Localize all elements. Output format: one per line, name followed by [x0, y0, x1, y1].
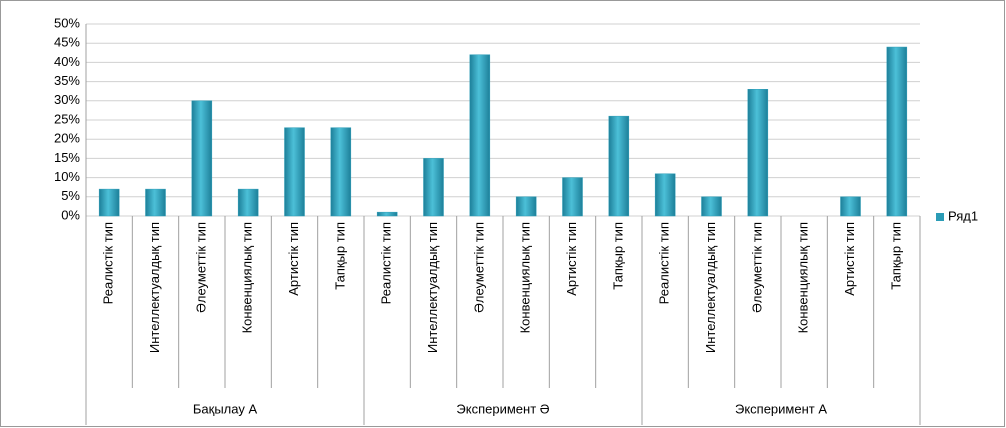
x-tick-label: Тапқыр тип [888, 222, 903, 290]
y-tick-label: 15% [54, 150, 80, 165]
x-tick-label: Интеллектуалдық тип [147, 222, 162, 353]
x-tick-label: Әлеуметтік тип [193, 222, 208, 313]
group-label: Бақылау А [193, 401, 258, 416]
bar [330, 127, 352, 217]
bar [145, 188, 166, 217]
y-tick-label: 25% [54, 111, 80, 126]
x-tick-label: Интеллектуалдық тип [703, 222, 718, 353]
x-tick-label: Реалистік тип [657, 222, 672, 304]
x-tick-label: Әлеуметтік тип [749, 222, 764, 313]
y-tick-label: 5% [61, 188, 80, 203]
x-tick-label: Әлеуметтік тип [471, 222, 486, 313]
y-tick-label: 30% [54, 92, 80, 107]
x-tick-label: Конвенциялық тип [240, 222, 255, 333]
bar [191, 100, 213, 217]
x-tick-label: Артистік тип [564, 222, 579, 296]
legend-label: Ряд1 [948, 208, 978, 223]
bar [98, 188, 120, 217]
bar [237, 188, 259, 217]
bar [562, 177, 583, 217]
bar [747, 89, 769, 217]
x-tick-label: Артистік тип [286, 222, 301, 296]
x-tick-label: Реалистік тип [379, 222, 394, 304]
x-tick-label: Тапқыр тип [610, 222, 625, 290]
y-tick-label: 35% [54, 73, 80, 88]
bar [654, 173, 676, 217]
bar [840, 196, 861, 217]
x-tick-label: Интеллектуалдық тип [425, 222, 440, 353]
y-tick-label: 50% [54, 15, 80, 30]
legend-swatch [936, 213, 944, 221]
group-label: Эксперимент Ә [456, 401, 549, 416]
x-tick-label: Реалистік тип [101, 222, 116, 304]
y-tick-label: 10% [54, 169, 80, 184]
bar [423, 158, 444, 217]
x-tick-label: Тапқыр тип [332, 222, 347, 290]
bar [469, 54, 491, 217]
bar [284, 127, 305, 217]
x-tick-label: Конвенциялық тип [518, 222, 533, 333]
x-tick-label: Артистік тип [842, 222, 857, 296]
bar [608, 115, 630, 217]
bar [701, 196, 722, 217]
y-tick-label: 45% [54, 35, 80, 50]
bar [515, 196, 537, 217]
x-tick-label: Конвенциялық тип [796, 222, 811, 333]
y-tick-label: 40% [54, 54, 80, 69]
bar [886, 46, 908, 217]
group-label: Эксперимент А [735, 401, 827, 416]
y-tick-label: 0% [61, 207, 80, 222]
y-tick-label: 20% [54, 131, 80, 146]
bar [376, 211, 398, 217]
